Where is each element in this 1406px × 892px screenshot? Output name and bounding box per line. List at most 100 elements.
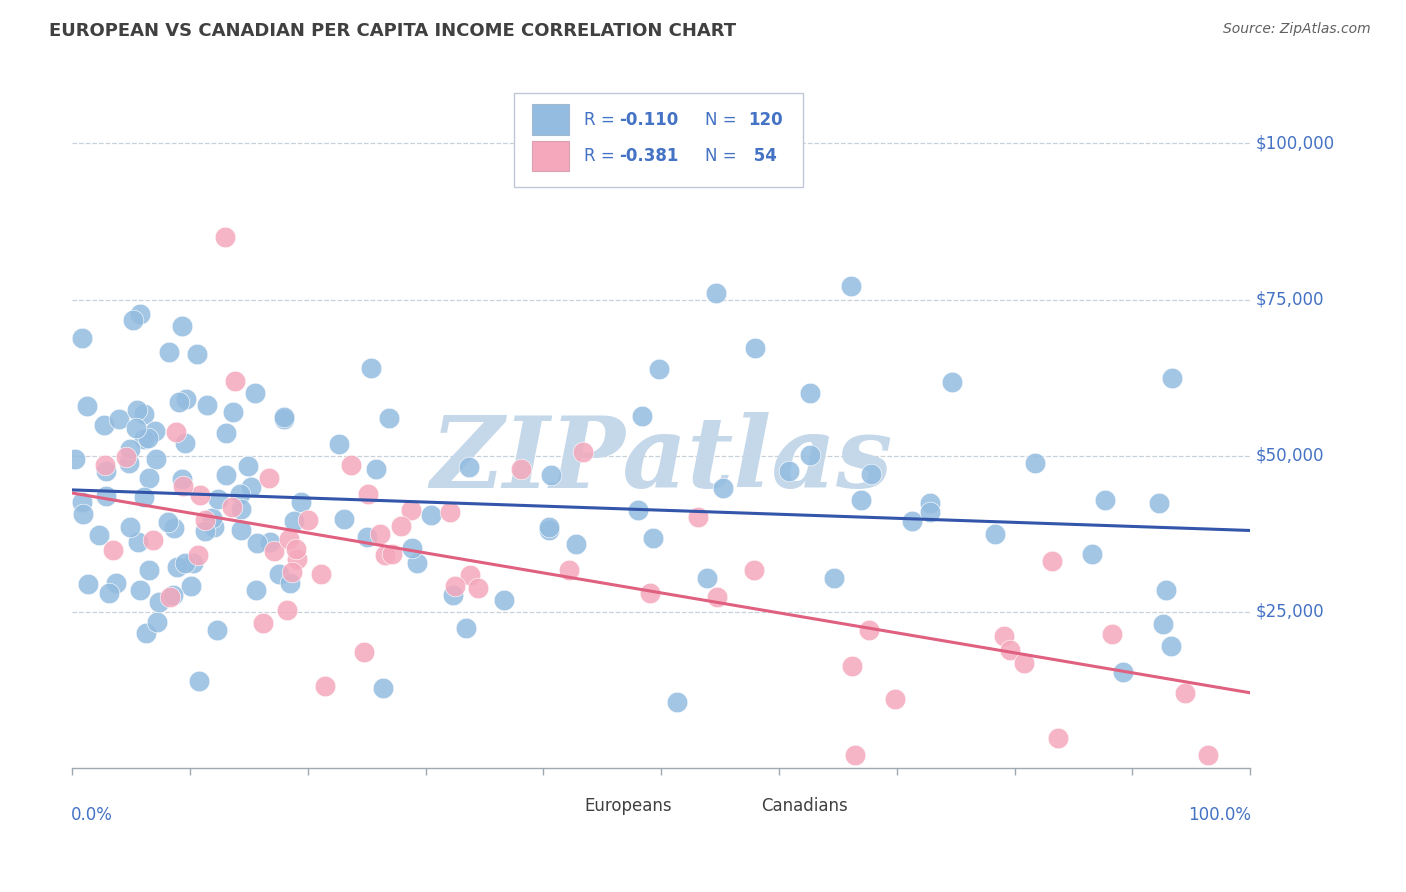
Point bbox=[187, 673, 209, 688]
Point bbox=[558, 563, 581, 577]
Point bbox=[214, 230, 236, 244]
Text: Canadians: Canadians bbox=[762, 797, 848, 815]
Bar bbox=[544, 796, 572, 817]
Point bbox=[744, 342, 766, 356]
Point bbox=[172, 319, 194, 334]
Point bbox=[243, 385, 266, 400]
Point bbox=[245, 583, 267, 598]
Point bbox=[1197, 748, 1219, 763]
Point bbox=[441, 588, 464, 602]
Point bbox=[360, 360, 382, 375]
Point bbox=[194, 513, 217, 527]
Text: R =: R = bbox=[583, 147, 620, 165]
Point bbox=[1160, 371, 1182, 385]
Point bbox=[340, 458, 363, 472]
Bar bbox=[531, 104, 569, 135]
Point bbox=[389, 519, 412, 533]
Point bbox=[849, 493, 872, 508]
Point bbox=[89, 528, 111, 542]
Point bbox=[1046, 731, 1069, 746]
Point bbox=[257, 471, 280, 485]
Point bbox=[103, 543, 125, 558]
Point bbox=[998, 643, 1021, 657]
Point bbox=[799, 386, 821, 401]
Point bbox=[229, 502, 252, 516]
Point bbox=[704, 285, 727, 300]
Point bbox=[537, 520, 560, 534]
Point bbox=[132, 407, 155, 421]
Point bbox=[72, 507, 94, 521]
Text: R =: R = bbox=[583, 111, 620, 128]
Point bbox=[665, 695, 688, 709]
Point bbox=[353, 645, 375, 659]
Point bbox=[839, 279, 862, 293]
Point bbox=[1101, 627, 1123, 641]
Point bbox=[138, 563, 160, 577]
Point bbox=[205, 623, 228, 637]
Point bbox=[1081, 547, 1104, 561]
Point bbox=[290, 495, 312, 509]
Point bbox=[207, 492, 229, 507]
Point bbox=[1147, 496, 1170, 510]
Point bbox=[540, 468, 562, 483]
Point bbox=[1112, 665, 1135, 679]
Point bbox=[401, 541, 423, 556]
Point bbox=[159, 590, 181, 604]
Point bbox=[122, 313, 145, 327]
Point bbox=[187, 548, 209, 562]
Point bbox=[197, 398, 219, 412]
Point bbox=[883, 691, 905, 706]
Point bbox=[72, 494, 94, 508]
Point bbox=[537, 523, 560, 537]
Point bbox=[246, 535, 269, 549]
Bar bbox=[531, 141, 569, 171]
Point bbox=[378, 410, 401, 425]
Point bbox=[240, 480, 263, 494]
Point bbox=[858, 623, 880, 637]
Point bbox=[215, 468, 238, 483]
Text: Europeans: Europeans bbox=[585, 797, 672, 815]
Point bbox=[229, 487, 252, 501]
Point bbox=[920, 505, 942, 519]
Point bbox=[157, 515, 180, 529]
Text: $75,000: $75,000 bbox=[1256, 291, 1324, 309]
Point bbox=[180, 579, 202, 593]
Point bbox=[236, 459, 259, 474]
Point bbox=[444, 579, 467, 593]
Text: $25,000: $25,000 bbox=[1256, 603, 1324, 621]
Point bbox=[173, 556, 195, 570]
Point bbox=[277, 533, 299, 547]
Point bbox=[283, 514, 305, 528]
Point bbox=[186, 347, 208, 361]
Point bbox=[920, 496, 942, 510]
Point bbox=[135, 625, 157, 640]
Point bbox=[1154, 582, 1177, 597]
Point bbox=[224, 374, 246, 388]
Point bbox=[76, 577, 98, 591]
Point bbox=[627, 503, 650, 517]
Point bbox=[458, 568, 481, 582]
Point bbox=[371, 681, 394, 696]
Point bbox=[993, 629, 1015, 643]
Point bbox=[1174, 685, 1197, 699]
Point bbox=[364, 461, 387, 475]
Point bbox=[93, 418, 115, 433]
Point bbox=[190, 488, 212, 502]
Point bbox=[641, 532, 664, 546]
Point bbox=[1094, 493, 1116, 508]
Point bbox=[143, 424, 166, 438]
Point bbox=[648, 361, 671, 376]
Point bbox=[157, 345, 180, 359]
Text: -0.110: -0.110 bbox=[619, 111, 678, 128]
Point bbox=[314, 679, 336, 693]
Point bbox=[263, 544, 285, 558]
Point bbox=[70, 331, 93, 345]
Point bbox=[202, 520, 225, 534]
Point bbox=[494, 593, 516, 607]
Point bbox=[406, 556, 429, 570]
Point bbox=[1012, 656, 1035, 670]
Point bbox=[96, 489, 118, 503]
Point bbox=[333, 512, 356, 526]
Point bbox=[1040, 554, 1063, 568]
Point bbox=[167, 395, 190, 409]
